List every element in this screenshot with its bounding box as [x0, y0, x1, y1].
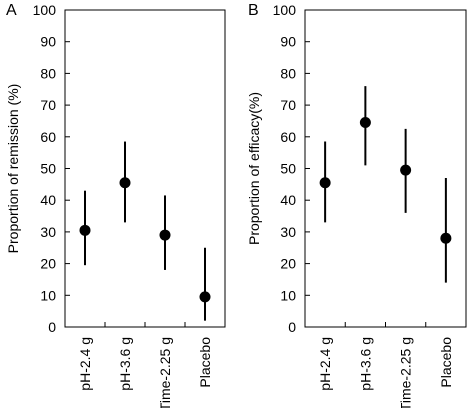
y-tick-label: 80: [280, 65, 296, 81]
y-axis-title: Proportion of efficacy(%): [246, 92, 262, 245]
x-category-label: pH-3.6 g: [357, 337, 373, 391]
y-tick-label: 20: [40, 256, 56, 272]
y-tick-label: 30: [40, 224, 56, 240]
x-category-label: pH-3.6 g: [117, 337, 133, 391]
y-tick-label: 100: [33, 2, 57, 18]
y-tick-label: 20: [280, 256, 296, 272]
y-tick-label: 100: [273, 2, 297, 18]
panel-label: A: [6, 2, 17, 19]
y-tick-label: 0: [48, 319, 56, 335]
y-tick-label: 90: [280, 34, 296, 50]
y-tick-label: 30: [280, 224, 296, 240]
panel-label: B: [248, 2, 259, 19]
y-tick-label: 40: [40, 192, 56, 208]
data-point: [400, 164, 412, 176]
data-point: [359, 117, 371, 129]
data-point: [159, 229, 171, 241]
y-tick-label: 40: [280, 192, 296, 208]
y-tick-label: 60: [280, 129, 296, 145]
data-point: [119, 177, 131, 189]
y-tick-label: 90: [40, 34, 56, 50]
data-point: [199, 291, 211, 303]
x-category-label: pH-2.4 g: [77, 337, 93, 391]
y-tick-label: 60: [40, 129, 56, 145]
x-category-label: Placebo: [438, 337, 454, 388]
y-tick-label: 50: [280, 161, 296, 177]
y-tick-label: 10: [280, 287, 296, 303]
data-point: [79, 224, 91, 236]
y-tick-label: 0: [288, 319, 296, 335]
y-tick-label: 50: [40, 161, 56, 177]
y-tick-label: 80: [40, 65, 56, 81]
x-category-label: Time-2.25 g: [398, 337, 414, 408]
data-point: [440, 232, 452, 244]
y-tick-label: 70: [280, 97, 296, 113]
x-category-label: Time-2.25 g: [157, 337, 173, 408]
y-tick-label: 10: [40, 287, 56, 303]
y-tick-label: 70: [40, 97, 56, 113]
x-category-label: pH-2.4 g: [317, 337, 333, 391]
y-axis-title: Proportion of remission (%): [5, 84, 21, 254]
x-category-label: Placebo: [197, 337, 213, 388]
plot-frame: [64, 9, 226, 328]
plot-frame: [304, 9, 467, 328]
data-point: [319, 177, 331, 189]
